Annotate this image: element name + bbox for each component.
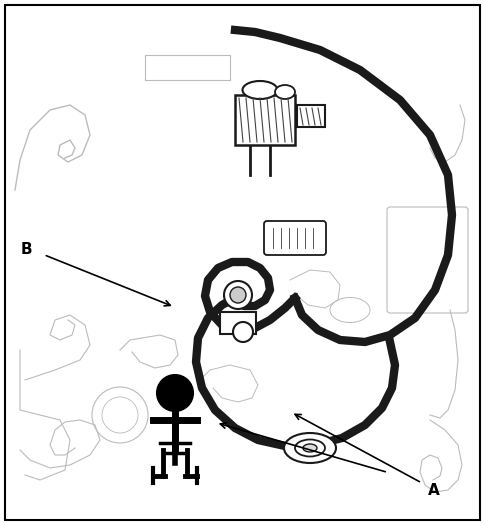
Ellipse shape	[302, 444, 317, 452]
Circle shape	[157, 375, 193, 411]
Bar	[220, 312, 256, 334]
Ellipse shape	[242, 81, 277, 99]
Bar	[235, 95, 294, 145]
Text: A: A	[427, 484, 439, 498]
Circle shape	[229, 287, 245, 303]
Bar	[296, 105, 324, 127]
Circle shape	[224, 281, 252, 309]
Circle shape	[232, 322, 253, 342]
FancyBboxPatch shape	[263, 221, 325, 255]
Text: B: B	[21, 242, 32, 257]
Ellipse shape	[274, 85, 294, 99]
Ellipse shape	[284, 433, 335, 463]
Ellipse shape	[294, 439, 324, 457]
